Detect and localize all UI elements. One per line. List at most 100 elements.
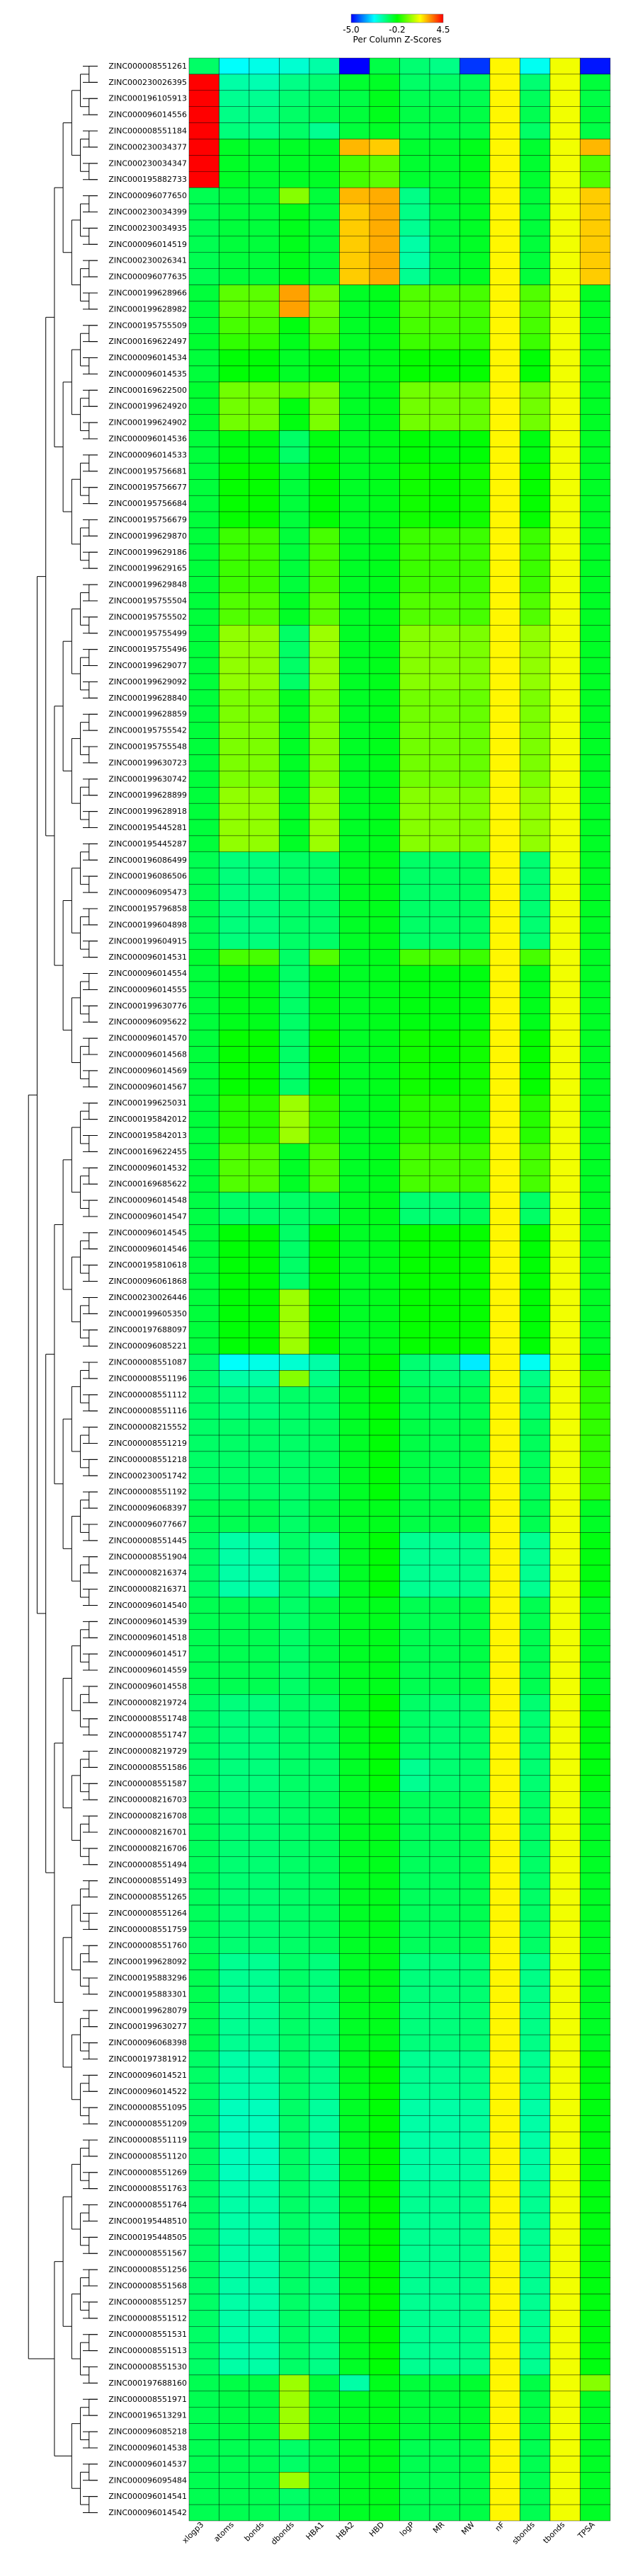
heatmap-cell [309,997,340,1014]
heatmap-cell [489,2050,520,2068]
heatmap-cell [489,641,520,658]
heatmap-cell [279,1321,310,1338]
heatmap-cell [459,1483,491,1500]
row-label: ZINC000199629870 [108,531,187,541]
heatmap-cell [580,949,611,966]
heatmap-cell [399,2034,430,2052]
heatmap-cell [248,1645,280,1662]
heatmap-cell [520,139,551,156]
heatmap-cell [339,1289,370,1306]
heatmap-cell [520,771,551,788]
heatmap-cell [459,1710,491,1727]
heatmap-cell [369,965,400,982]
heatmap-cell [520,754,551,771]
row-label: ZINC000195445287 [108,839,187,849]
heatmap-cell [369,1921,400,1938]
heatmap-cell [188,301,219,318]
row-label: ZINC000199604898 [108,920,187,929]
heatmap-cell [309,1565,340,1582]
heatmap-cell [369,252,400,269]
heatmap-cell [339,122,370,139]
heatmap-cell [429,1272,460,1290]
heatmap-cell [369,1143,400,1161]
heatmap-cell [520,527,551,545]
heatmap-cell [309,916,340,933]
heatmap-cell [339,803,370,820]
heatmap-cell [369,609,400,626]
heatmap-cell [309,90,340,107]
heatmap-cell [580,884,611,901]
heatmap-cell [339,1532,370,1549]
heatmap-cell [309,1807,340,1824]
heatmap-cell [309,1953,340,1970]
heatmap-cell [520,398,551,415]
heatmap-cell [369,2115,400,2132]
heatmap-cell [369,349,400,367]
heatmap-cell [369,722,400,739]
heatmap-cell [279,949,310,966]
heatmap-cell [369,1548,400,1565]
heatmap-cell [248,1272,280,1290]
heatmap-cell [520,1143,551,1161]
heatmap-cell [279,398,310,415]
heatmap-cell [520,1645,551,1662]
heatmap-cell [580,365,611,383]
heatmap-cell [459,1726,491,1744]
heatmap-cell [399,803,430,820]
heatmap-cell [219,560,250,577]
heatmap-cell [580,1904,611,1922]
heatmap-cell [369,1986,400,2003]
heatmap-cell [369,203,400,221]
heatmap-cell [459,1970,491,1986]
heatmap-cell [580,1241,611,1258]
heatmap-cell [339,2310,370,2327]
heatmap-cell [248,1565,280,1582]
heatmap-cell [188,1565,219,1582]
heatmap-cell [219,1354,250,1371]
heatmap-cell [489,1888,520,1906]
heatmap-cell [248,365,280,383]
heatmap-cell [459,2310,491,2327]
heatmap-cell [339,949,370,966]
heatmap-cell [279,609,310,626]
heatmap-cell [520,560,551,577]
heatmap-cell [580,1629,611,1646]
heatmap-cell [279,317,310,334]
heatmap-cell [580,1030,611,1047]
heatmap-cell [520,1175,551,1192]
legend-tick-max: 4.5 [436,25,450,35]
heatmap-cell [188,1208,219,1225]
heatmap-cell [580,1354,611,1371]
heatmap-cell [369,1095,400,1112]
heatmap-cell [369,673,400,691]
heatmap-cell [429,1370,460,1387]
heatmap-cell [459,2132,491,2149]
heatmap-cell [219,1613,250,1630]
heatmap-cell [339,1645,370,1662]
heatmap-cell [520,1208,551,1225]
heatmap-cell [429,430,460,447]
heatmap-cell [309,933,340,950]
heatmap-cell [339,1775,370,1792]
heatmap-cell [219,981,250,999]
heatmap-cell [248,2196,280,2214]
heatmap-cell [248,544,280,560]
heatmap-cell [489,1030,520,1047]
heatmap-cell [339,1483,370,1500]
heatmap-cell [520,868,551,885]
heatmap-cell [369,236,400,253]
heatmap-cell [369,1953,400,1970]
heatmap-cell [399,1759,430,1776]
heatmap-cell [399,981,430,999]
heatmap-cell [549,2472,581,2489]
heatmap-cell [429,511,460,529]
heatmap-cell [459,527,491,545]
heatmap-cell [219,139,250,156]
heatmap-cell [279,2310,310,2327]
heatmap-cell [429,1467,460,1484]
heatmap-cell [580,560,611,577]
heatmap-cell [489,576,520,593]
row-label: ZINC000230026446 [108,1293,187,1302]
heatmap-cell [188,868,219,885]
heatmap-cell [459,1629,491,1646]
